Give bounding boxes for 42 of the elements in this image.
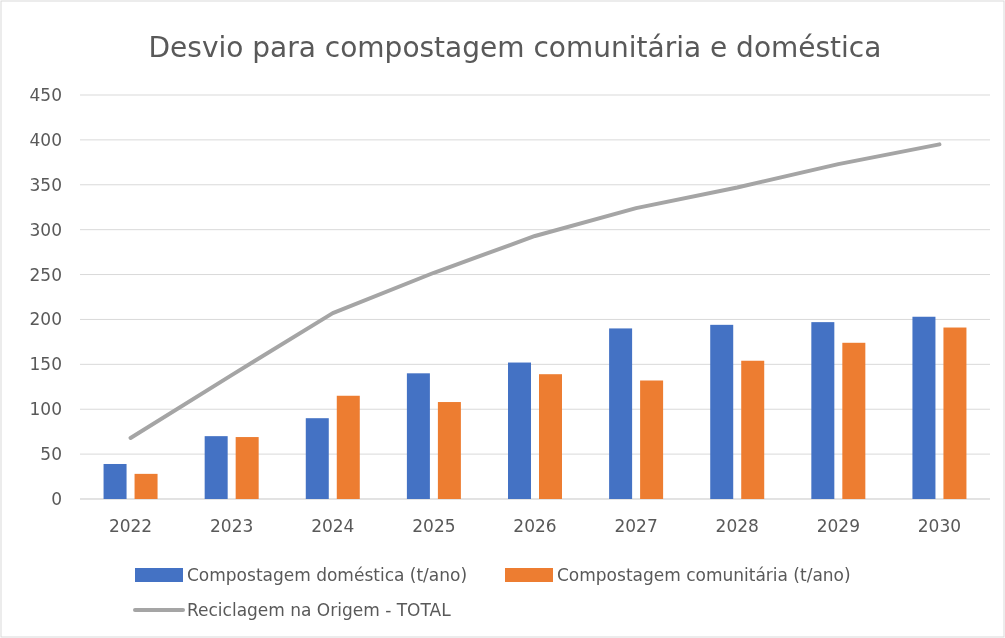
x-tick-label: 2025 bbox=[412, 516, 456, 536]
y-tick-label: 350 bbox=[29, 174, 62, 195]
x-tick-label: 2022 bbox=[108, 516, 153, 536]
y-tick-label: 300 bbox=[29, 219, 62, 240]
y-tick-label: 250 bbox=[29, 264, 62, 285]
x-tick-label: 2026 bbox=[513, 516, 557, 536]
bar bbox=[134, 473, 158, 499]
bar bbox=[609, 328, 633, 499]
y-tick-label: 200 bbox=[29, 309, 62, 330]
bar bbox=[103, 463, 127, 499]
y-tick-label: 400 bbox=[29, 129, 62, 150]
bar bbox=[943, 327, 967, 499]
bar bbox=[204, 436, 228, 499]
line-series bbox=[128, 142, 942, 440]
bar bbox=[539, 374, 562, 499]
bar bbox=[336, 395, 360, 499]
bar bbox=[912, 316, 936, 499]
bar bbox=[640, 380, 664, 499]
y-tick-label: 150 bbox=[29, 354, 62, 375]
y-tick-label: 50 bbox=[40, 444, 62, 465]
bar bbox=[437, 402, 461, 499]
chart-title: Desvio para compostagem comunitária e doméstica bbox=[148, 31, 882, 64]
bar bbox=[710, 324, 734, 499]
y-tick-label: 450 bbox=[29, 84, 62, 105]
legend-label: Compostagem doméstica (t/ano) bbox=[187, 564, 468, 585]
bar bbox=[842, 342, 866, 499]
x-tick-label: 2023 bbox=[210, 516, 254, 536]
bar bbox=[741, 360, 765, 499]
bar bbox=[508, 362, 531, 499]
y-tick-label: 100 bbox=[29, 399, 62, 420]
bar bbox=[811, 322, 835, 499]
x-tick-label: 2028 bbox=[715, 516, 759, 536]
bar bbox=[406, 373, 430, 499]
x-tick-label: 2030 bbox=[917, 516, 962, 536]
x-tick-label: 2024 bbox=[311, 516, 355, 536]
x-tick-label: 2027 bbox=[614, 516, 658, 536]
x-tick-label: 2029 bbox=[816, 516, 860, 536]
legend-label: Reciclagem na Origem - TOTAL bbox=[187, 599, 452, 620]
y-tick-label: 0 bbox=[51, 488, 62, 509]
bar bbox=[235, 437, 259, 499]
legend-label: Compostagem comunitária (t/ano) bbox=[557, 564, 851, 585]
bar bbox=[305, 418, 329, 499]
